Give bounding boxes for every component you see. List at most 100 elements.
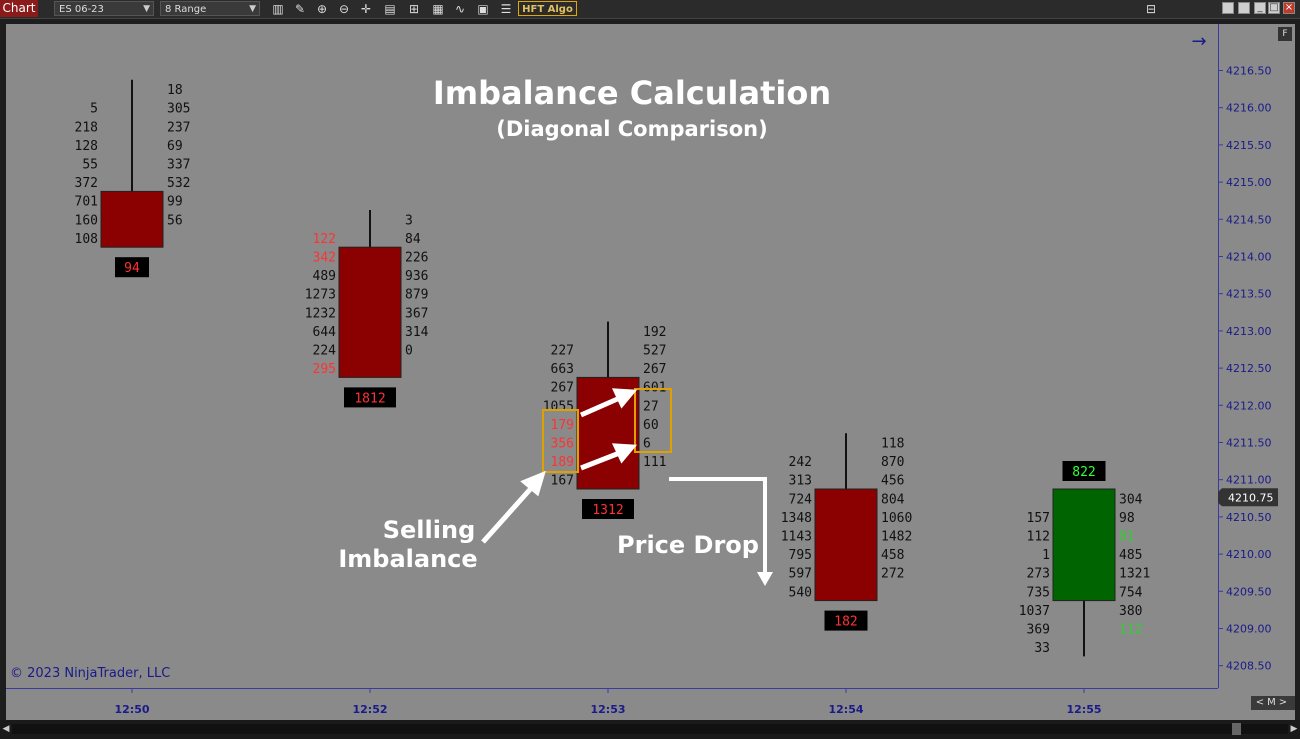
bid-volume: 189 [551,455,574,470]
ask-volume: 305 [167,102,190,117]
bid-volume: 227 [551,344,574,359]
ask-volume: 879 [405,288,428,303]
price-tick-label: 4214.00 [1226,251,1272,264]
ask-volume: 304 [1119,492,1143,507]
price-tick-label: 4210.50 [1226,511,1272,524]
ask-volume: 458 [881,548,904,563]
ask-volume: 267 [643,362,666,377]
bid-volume: 128 [75,139,98,154]
scroll-end-arrow-icon[interactable]: → [1191,31,1206,52]
bid-volume: 55 [82,158,98,173]
selling-label-line2: Imbalance [338,545,477,573]
bid-volume: 724 [789,492,813,507]
price-tick-label: 4209.50 [1226,585,1272,598]
calculator-icon[interactable]: ▣ [477,2,489,16]
delta-value: 1312 [592,503,623,518]
instrument-value: ES 06-23 [59,4,104,15]
close-icon[interactable]: × [1283,2,1295,14]
bid-volume: 160 [75,213,98,228]
instrument-select[interactable]: ES 06-23 ▼ [54,1,154,16]
maximize-icon[interactable]: □ [1268,2,1280,14]
bar-type-select[interactable]: 8 Range ▼ [160,1,260,16]
f-button[interactable]: F [1278,27,1292,41]
scroll-track[interactable] [12,724,1288,734]
ask-volume: 84 [405,232,421,247]
bid-volume: 735 [1027,585,1050,600]
delta-box [344,387,396,408]
price-axis[interactable]: 4216.50 4216.00 4215.50 4215.00 4214.50 4214.… [1212,24,1295,688]
delta-box [582,499,634,519]
chevron-down-icon: ▼ [249,4,256,14]
crosshair-icon[interactable]: ✛ [360,2,372,16]
chart-panel[interactable]: Imbalance Calculation (Diagonal Comparis… [6,24,1218,688]
drawing-tool-icon[interactable]: ∿ [454,2,466,16]
diagonal-arrows [481,388,638,544]
footprint-chart: Imbalance Calculation (Diagonal Comparis… [10,31,1207,681]
zoom-out-icon[interactable]: ⊖ [338,2,350,16]
horizontal-scrollbar[interactable]: ◀ ▶ [0,720,1300,739]
ask-volume: 3 [405,213,413,228]
ask-volume: 314 [405,325,429,340]
time-axis-svg: 12:50 12:52 12:53 12:54 12:55 [6,688,1218,716]
ask-volume: 272 [881,567,904,582]
ask-volume: 804 [881,492,905,507]
copyright-text: © 2023 NinjaTrader, LLC [10,666,170,681]
price-tick-label: 4213.50 [1226,288,1272,301]
window-link-icon[interactable]: ⊟ [1145,2,1157,16]
scroll-right-icon[interactable]: ▶ [1290,724,1298,734]
time-axis[interactable]: 12:50 12:52 12:53 12:54 12:55 [6,688,1295,720]
selling-imbalance-box [542,409,579,473]
ask-volume: 98 [1119,511,1135,526]
price-tick-label: 4214.50 [1226,213,1272,226]
bid-volume: 1232 [305,306,336,321]
strategy-icon[interactable]: ⊞ [408,2,420,16]
ask-volume: 27 [643,399,659,414]
indicator-icon[interactable]: ▦ [432,2,444,16]
selling-label-line1: Selling [383,516,476,544]
ask-volume: 532 [167,176,190,191]
bid-volume: 122 [313,232,336,247]
restore-icon[interactable] [1238,2,1250,14]
time-tick-label: 12:53 [590,703,625,716]
bid-volume: 597 [789,567,812,582]
arrow-head [520,470,546,497]
price-drop-arrow [669,477,773,586]
price-tick-label: 4211.00 [1226,474,1272,487]
bars-icon[interactable]: ▥ [272,2,284,16]
scroll-left-icon[interactable]: ◀ [2,724,10,734]
bid-volume: 1273 [305,288,336,303]
chart-tab[interactable]: Chart [0,0,38,17]
bid-volume: 218 [75,120,98,135]
bid-volume: 313 [789,474,812,489]
minimize-icon[interactable]: _ [1254,2,1266,14]
pencil-icon[interactable]: ✎ [294,2,306,16]
bid-volume: 1143 [781,530,812,545]
bid-volume: 701 [75,195,98,210]
hft-algo-button[interactable]: HFT Algo [518,1,577,16]
chart-title: Imbalance Calculation [433,74,831,112]
bid-volume: 644 [313,325,337,340]
chart-toolbar: Chart ES 06-23 ▼ 8 Range ▼ ▥ ✎ ⊕ ⊖ ✛ ▤ ⊞… [0,0,1300,19]
properties-icon[interactable]: ▤ [384,2,396,16]
chart-subtitle: (Diagonal Comparison) [496,117,767,141]
bid-volume: 273 [1027,567,1050,582]
bid-volume: 112 [1027,530,1050,545]
ask-volume: 69 [167,139,183,154]
selling-pointer-arrow [481,483,536,544]
scroll-thumb[interactable] [1232,723,1241,735]
ask-volume: 527 [643,344,666,359]
ask-volume: 1060 [881,511,912,526]
bid-volume: 342 [313,251,336,266]
time-tick-label: 12:55 [1066,703,1101,716]
ask-volume: 237 [167,120,190,135]
zoom-in-icon[interactable]: ⊕ [316,2,328,16]
scale-nav-buttons[interactable]: <M> [1251,696,1295,710]
price-tick-label: 4216.00 [1226,102,1272,115]
bid-volume: 1 [1042,548,1050,563]
bid-volume: 5 [90,102,98,117]
tile-icon[interactable] [1222,2,1234,14]
list-icon[interactable]: ☰ [500,2,512,16]
bid-volume: 489 [313,269,336,284]
bid-volume: 540 [789,585,812,600]
price-tick-label: 4215.00 [1226,176,1272,189]
